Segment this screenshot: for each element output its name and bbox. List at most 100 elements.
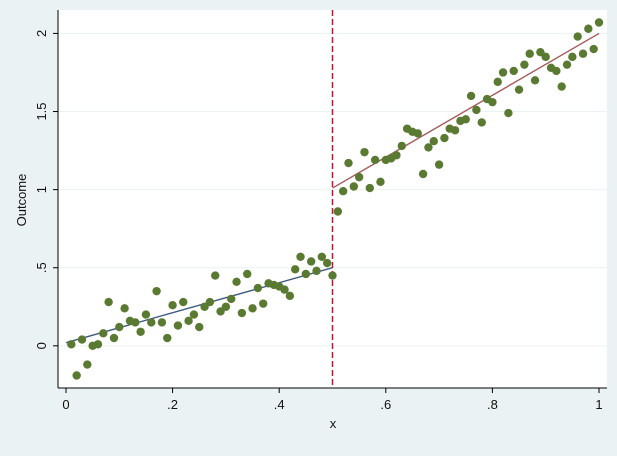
data-point-9 xyxy=(115,322,124,332)
data-point-96 xyxy=(578,49,588,58)
data-point-2 xyxy=(77,335,87,344)
data-point-94 xyxy=(568,52,577,62)
data-point-15 xyxy=(147,318,156,327)
data-point-93 xyxy=(562,60,572,69)
data-point-34 xyxy=(248,304,257,313)
data-point-29 xyxy=(221,302,231,311)
data-point-72 xyxy=(450,126,460,135)
data-point-67 xyxy=(424,143,433,152)
data-point-66 xyxy=(418,169,428,179)
data-point-79 xyxy=(488,97,497,107)
data-point-27 xyxy=(211,271,220,280)
data-point-97 xyxy=(584,24,593,33)
data-point-70 xyxy=(440,133,449,143)
data-point-21 xyxy=(179,297,188,307)
data-point-69 xyxy=(434,160,444,169)
data-point-92 xyxy=(557,82,566,91)
data-point-61 xyxy=(392,151,401,160)
data-point-49 xyxy=(328,271,337,280)
data-point-19 xyxy=(168,301,177,310)
data-point-75 xyxy=(466,91,476,101)
data-point-91 xyxy=(552,66,561,76)
data-point-46 xyxy=(312,266,321,276)
y-tick-label-1: .5 xyxy=(34,262,49,273)
data-point-16 xyxy=(152,286,161,296)
data-point-8 xyxy=(109,333,119,343)
y-tick-label-3: 1.5 xyxy=(34,102,49,120)
data-point-23 xyxy=(189,310,199,319)
data-point-41 xyxy=(285,291,295,301)
data-point-86 xyxy=(525,49,534,58)
data-point-80 xyxy=(493,77,502,87)
data-point-87 xyxy=(530,76,540,85)
y-tick-label-0: 0 xyxy=(34,342,49,349)
x-tick-label-3: .6 xyxy=(380,397,391,412)
data-point-84 xyxy=(514,85,524,94)
data-point-54 xyxy=(354,172,364,182)
y-tick-label-4: 2 xyxy=(34,30,49,37)
data-point-83 xyxy=(509,66,518,76)
data-point-47 xyxy=(317,252,327,261)
data-point-99 xyxy=(594,18,604,27)
data-point-52 xyxy=(344,158,353,168)
data-point-76 xyxy=(472,105,481,115)
data-point-50 xyxy=(333,207,343,216)
data-point-22 xyxy=(184,316,193,326)
data-point-24 xyxy=(195,322,204,332)
data-point-5 xyxy=(93,340,103,349)
data-point-82 xyxy=(504,108,513,118)
data-point-36 xyxy=(259,299,268,308)
data-point-1 xyxy=(72,371,81,380)
data-point-58 xyxy=(376,177,385,187)
data-point-0 xyxy=(67,340,76,349)
data-point-31 xyxy=(232,277,241,286)
x-tick-label-4: .8 xyxy=(487,397,498,412)
data-points xyxy=(67,18,604,380)
data-point-30 xyxy=(227,294,236,304)
data-point-53 xyxy=(349,182,359,191)
data-point-18 xyxy=(163,333,172,343)
data-point-56 xyxy=(365,183,375,193)
data-point-95 xyxy=(573,32,582,41)
data-point-10 xyxy=(120,304,129,313)
data-point-89 xyxy=(541,52,550,62)
data-point-12 xyxy=(131,318,140,327)
data-point-48 xyxy=(322,258,332,268)
x-tick-label-2: .4 xyxy=(274,397,285,412)
data-point-74 xyxy=(461,115,470,124)
x-tick-label-0: 0 xyxy=(62,397,69,412)
data-point-65 xyxy=(413,129,422,138)
y-axis-title: Outcome xyxy=(14,174,29,227)
x-tick-label-5: 1 xyxy=(595,397,602,412)
data-point-35 xyxy=(253,283,263,293)
data-point-33 xyxy=(243,269,252,279)
data-point-44 xyxy=(301,269,311,279)
data-point-43 xyxy=(296,252,305,261)
data-point-20 xyxy=(173,321,183,330)
x-tick-label-1: .2 xyxy=(167,397,178,412)
data-point-85 xyxy=(520,60,529,69)
data-point-98 xyxy=(589,44,598,54)
data-point-68 xyxy=(429,137,438,146)
data-point-26 xyxy=(205,297,215,307)
data-point-55 xyxy=(360,147,369,157)
axes: 0 .2 .4 .6 .8 1 0 .5 1 1.5 2 xyxy=(34,10,607,412)
data-point-62 xyxy=(397,141,406,151)
data-point-81 xyxy=(498,68,508,77)
data-point-77 xyxy=(477,118,486,127)
data-point-6 xyxy=(99,329,108,338)
data-point-57 xyxy=(370,155,380,165)
data-point-45 xyxy=(306,257,316,266)
data-point-14 xyxy=(141,310,151,319)
data-point-3 xyxy=(83,360,92,369)
x-axis-title: x xyxy=(330,416,337,431)
data-point-13 xyxy=(136,327,145,336)
data-point-7 xyxy=(104,297,113,307)
data-point-42 xyxy=(290,265,300,274)
fit-line-left xyxy=(65,267,333,344)
data-point-40 xyxy=(280,285,289,294)
data-point-51 xyxy=(338,186,348,196)
data-point-32 xyxy=(237,308,247,318)
